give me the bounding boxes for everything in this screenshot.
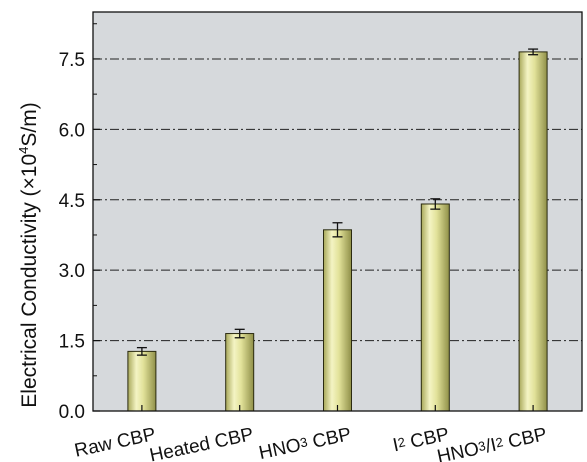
bar: [518, 51, 548, 412]
x-tick-label: HNO3/I2 CBP: [435, 424, 549, 462]
y-tick-labels: 0.0 1.5 3.0 4.5 6.0 7.5: [59, 50, 85, 423]
y-tick-label: 4.5: [59, 191, 85, 212]
y-tick-label: 0.0: [59, 402, 85, 423]
bar: [420, 203, 450, 412]
bars: [127, 48, 548, 412]
bar: [127, 350, 157, 412]
y-tick-label: 1.5: [59, 332, 85, 353]
y-tick-label: 3.0: [59, 261, 85, 282]
x-tick-label: Heated CBP: [148, 424, 256, 462]
x-tick-label: HNO3 CBP: [257, 424, 353, 462]
x-tick-label: Raw CBP: [73, 424, 158, 462]
bar: [323, 229, 352, 412]
bar: [225, 333, 255, 412]
y-tick-label: 6.0: [59, 120, 85, 141]
plot-frame: [92, 11, 583, 412]
axes: [92, 11, 583, 412]
y-tick-label: 7.5: [59, 50, 85, 71]
y-axis-label: Electrical Conductivity (×104S/m): [16, 102, 41, 407]
